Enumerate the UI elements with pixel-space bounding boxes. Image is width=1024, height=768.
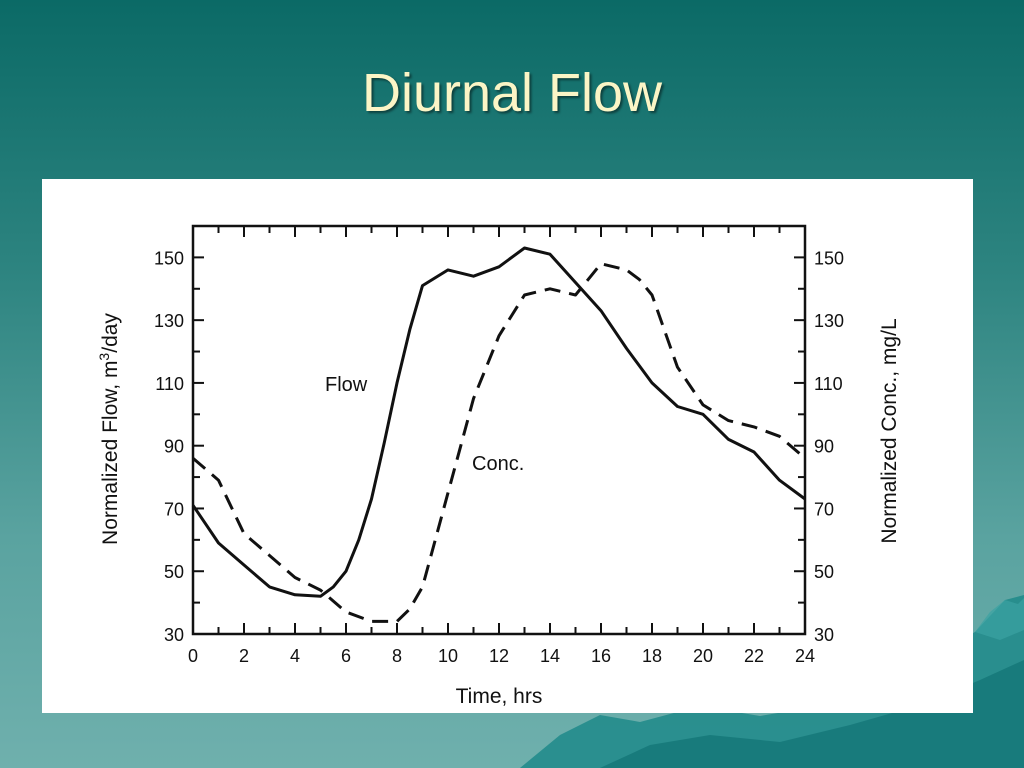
- y-tick-label-left: 70: [164, 499, 184, 519]
- x-tick-label: 14: [540, 646, 560, 666]
- chart-panel: 0 2 4 6 8 10 12 14 16 18 20 22 24 30 30 50 50 70 70 90 90 110…: [42, 179, 973, 713]
- x-tick-label: 16: [591, 646, 611, 666]
- x-tick-label: 20: [693, 646, 713, 666]
- y-tick-label-left: 90: [164, 437, 184, 457]
- x-tick-label: 24: [795, 646, 815, 666]
- x-tick-label: 2: [239, 646, 249, 666]
- flow-series-line: [191, 246, 806, 598]
- y-axis-title-left-suffix: /day: [99, 313, 122, 353]
- x-tick-label: 12: [489, 646, 509, 666]
- x-tick-label: 8: [392, 646, 402, 666]
- y-axis-title-left: Normalized Flow, m3/day: [96, 313, 122, 545]
- y-axis-title-right: Normalized Conc., mg/L: [878, 318, 901, 543]
- y-tick-label-left: 110: [155, 374, 184, 394]
- plot-frame: [191, 224, 807, 636]
- y-tick-label-right: 30: [814, 625, 834, 645]
- y-tick-label-right: 90: [814, 437, 834, 457]
- x-tick-label: 6: [341, 646, 351, 666]
- x-tick-label: 22: [744, 646, 764, 666]
- x-tick-label: 10: [438, 646, 458, 666]
- y-axis-title-left-prefix: Normalized Flow, m: [99, 361, 122, 545]
- x-tick-label: 18: [642, 646, 662, 666]
- y-axis-title-left-sup: 3: [96, 353, 112, 361]
- x-tick-label: 0: [188, 646, 198, 666]
- y-tick-label-left: 130: [154, 311, 184, 331]
- x-tick-label: 4: [290, 646, 300, 666]
- y-tick-label-right: 70: [814, 499, 834, 519]
- flow-annotation: Flow: [325, 374, 368, 396]
- slide-title: Diurnal Flow: [361, 63, 663, 123]
- y-tick-label-right: 110: [814, 374, 843, 394]
- conc-series-line: [192, 262, 806, 623]
- x-axis-title: Time, hrs: [456, 685, 543, 708]
- conc-annotation: Conc.: [472, 453, 524, 475]
- y-tick-label-left: 30: [164, 625, 184, 645]
- y-tick-label-left: 50: [164, 562, 184, 582]
- y-tick-label-right: 50: [814, 562, 834, 582]
- y-tick-label-left: 150: [154, 248, 184, 268]
- y-tick-label-right: 150: [814, 248, 844, 268]
- y-tick-label-right: 130: [814, 311, 844, 331]
